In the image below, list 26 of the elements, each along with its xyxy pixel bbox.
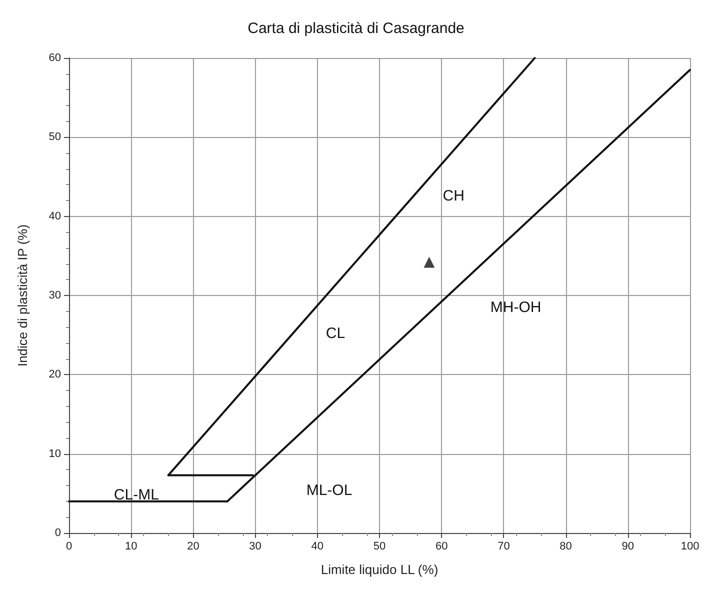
y-tick-label: 60 <box>48 52 61 64</box>
annotation: CL-ML <box>114 486 159 504</box>
x-tick-label: 20 <box>187 540 200 552</box>
chart-title: Carta di plasticità di Casagrande <box>248 20 464 37</box>
x-tick-label: 80 <box>560 540 572 552</box>
annotation: CH <box>442 187 464 204</box>
x-tick-label: 0 <box>66 540 72 552</box>
x-tick-label: 10 <box>124 540 138 552</box>
x-axis-title: Limite liquido LL (%) <box>320 562 438 577</box>
y-tick-label: 20 <box>48 368 61 381</box>
annotation: ML-OL <box>306 482 352 499</box>
y-tick-label: 50 <box>48 131 61 144</box>
x-tick-label: 50 <box>373 540 386 552</box>
x-tick-label: 90 <box>622 540 634 552</box>
y-tick-label: 10 <box>48 448 61 460</box>
x-tick-label: 60 <box>435 540 448 552</box>
annotation: MH-OH <box>490 298 542 316</box>
x-tick-label: 70 <box>498 540 510 552</box>
x-tick-label: 30 <box>249 540 262 552</box>
y-axis-title: Indice di plasticità IP (%) <box>15 224 30 367</box>
y-tick-label: 0 <box>54 527 61 539</box>
annotation: CL <box>326 325 346 342</box>
y-tick-label: 40 <box>48 210 61 222</box>
x-tick-label: 40 <box>311 540 324 552</box>
y-tick-label: 30 <box>48 290 61 302</box>
x-tick-label: 100 <box>680 540 700 552</box>
